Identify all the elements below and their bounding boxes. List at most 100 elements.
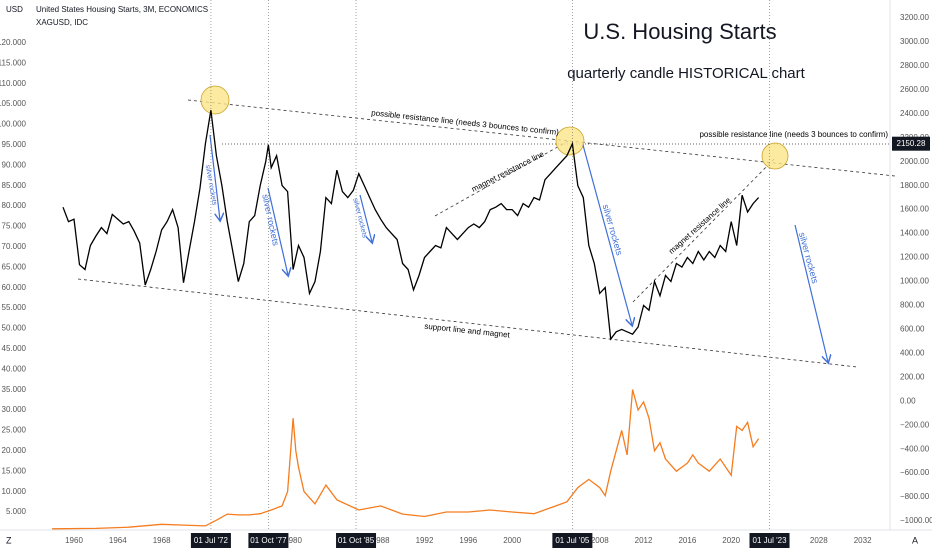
y-tick-label: 65.000 [2,262,27,271]
y-tick-label: 100.000 [0,120,27,129]
marker-label: 01 Jul '23 [753,536,788,545]
price-label-bg [892,136,930,151]
x-tick-label: 1988 [372,536,390,545]
y2-tick-label: 800.00 [900,301,925,310]
highlight-circle [555,126,585,156]
x-tick-label: 2032 [854,536,872,545]
x-tick-label: 1968 [153,536,171,545]
chart-subtitle: quarterly candle HISTORICAL chart [567,65,805,82]
highlight-circle [761,142,789,170]
x-tick-label: 1964 [109,536,127,545]
y-tick-label: 105.000 [0,99,27,108]
y-tick-label: 95.000 [2,140,27,149]
y-tick-label: 80.000 [2,201,27,210]
y-tick-label: 75.000 [2,222,27,231]
annotation: magnet resistance line [667,195,733,256]
corner-icon[interactable]: A [912,535,918,545]
y2-tick-label: 3200.00 [900,13,929,22]
marker-label-bg [552,533,593,548]
y-tick-label: 10.000 [2,487,27,496]
trend-line [632,157,776,303]
x-tick-label: 1996 [459,536,477,545]
y-tick-label: 110.000 [0,79,27,88]
annotation: support line and magnet [424,322,511,340]
x-tick-label: 2012 [635,536,653,545]
legend-entry: United States Housing Starts, 3M, ECONOM… [36,5,208,14]
series-line [62,110,760,341]
y2-tick-label: −800.00 [900,492,930,501]
price-label: 2150.28 [897,139,926,148]
y-tick-label: 45.000 [2,344,27,353]
x-tick-label: 1980 [284,536,302,545]
y-tick-label: 5.000 [6,507,27,516]
series-line [52,389,760,530]
y-tick-label: 120.000 [0,38,27,47]
y2-tick-label: 1800.00 [900,181,929,190]
y2-tick-label: 200.00 [900,372,925,381]
x-tick-label: 2008 [591,536,609,545]
y2-tick-label: 3000.00 [900,37,929,46]
y2-tick-label: 600.00 [900,324,925,333]
y2-tick-label: −600.00 [900,468,930,477]
y-tick-label: 60.000 [2,283,27,292]
y2-tick-label: 1000.00 [900,277,929,286]
marker-label: 01 Jul '72 [194,536,229,545]
legend-entry: XAGUSD, IDC [36,18,88,27]
annotation: magnet resistance line [470,149,546,194]
highlight-circle [200,85,230,115]
arrow [267,187,288,275]
y2-tick-label: 1400.00 [900,229,929,238]
drawings [77,85,896,368]
y2-tick-label: 400.00 [900,348,925,357]
y2-tick-label: −1000.00 [900,516,932,525]
annotation: silver rockets [260,193,281,247]
marker-label: 01 Oct '85 [338,536,375,545]
marker-label-bg [248,533,289,548]
y-tick-label: 90.000 [2,160,27,169]
trend-line [434,139,571,217]
y2-tick-label: 2800.00 [900,61,929,70]
y2-tick-label: 2600.00 [900,85,929,94]
arrow [359,194,372,242]
y2-tick-label: 1200.00 [900,253,929,262]
x-tick-label: 1960 [65,536,83,545]
x-tick-label: 2016 [678,536,696,545]
marker-label: 01 Jul '05 [555,536,590,545]
y-unit: USD [6,5,23,14]
y2-tick-label: 2000.00 [900,157,929,166]
y2-tick-label: 1600.00 [900,205,929,214]
y-tick-label: 20.000 [2,446,27,455]
annotation: possible resistance line (needs 3 bounce… [699,130,888,139]
y-tick-label: 40.000 [2,364,27,373]
y-tick-label: 15.000 [2,466,27,475]
arrow [794,224,828,362]
arrow [582,144,632,325]
trend-line [187,99,896,177]
corner-icon[interactable]: Z [6,535,12,545]
y-tick-label: 70.000 [2,242,27,251]
y2-tick-label: 2400.00 [900,109,929,118]
annotation: silver rockets [797,231,820,285]
x-tick-label: 1992 [416,536,434,545]
marker-label-bg [336,533,377,548]
x-tick-label: 2020 [722,536,740,545]
y-tick-label: 30.000 [2,405,27,414]
marker-label-bg [190,533,231,548]
x-tick-label: 2000 [503,536,521,545]
y-tick-label: 55.000 [2,303,27,312]
y2-tick-label: −400.00 [900,444,930,453]
marker-label-bg [749,533,790,548]
annotation: silver rockets [601,203,625,257]
x-tick-label: 2028 [810,536,828,545]
y-tick-label: 35.000 [2,385,27,394]
y-tick-label: 50.000 [2,324,27,333]
y-tick-label: 25.000 [2,426,27,435]
y2-tick-label: −200.00 [900,420,930,429]
y-tick-label: 85.000 [2,181,27,190]
y2-tick-label: 0.00 [900,396,916,405]
chart-title: U.S. Housing Starts [583,19,776,44]
arrow [209,134,220,220]
y-tick-label: 115.000 [0,58,27,67]
marker-label: 01 Oct '77 [250,536,287,545]
